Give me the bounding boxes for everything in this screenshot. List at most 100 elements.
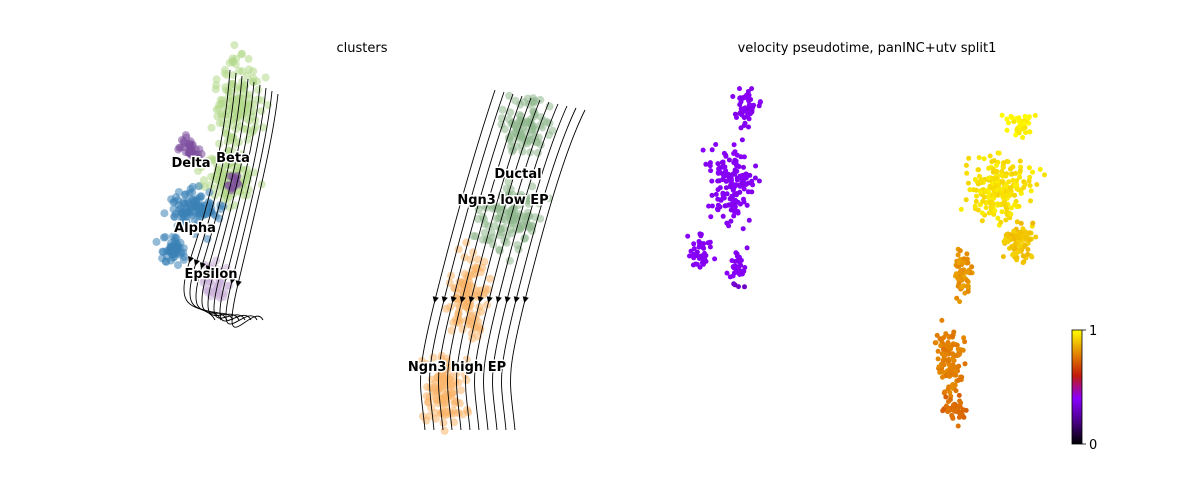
pseudotime-point <box>708 214 714 220</box>
pseudotime-point <box>733 198 739 203</box>
pseudotime-point <box>1011 119 1017 125</box>
streamline <box>465 99 541 431</box>
cluster-point <box>471 263 480 272</box>
pseudotime-point <box>1017 168 1023 174</box>
pseudotime-point <box>732 191 738 197</box>
cluster-point <box>240 82 249 91</box>
pseudotime-point <box>709 203 715 209</box>
cluster-label-delta: Delta <box>171 156 210 171</box>
pseudotime-point <box>1018 164 1024 170</box>
pseudotime-point <box>735 209 741 214</box>
pseudotime-point <box>1011 236 1017 242</box>
streamline <box>195 75 243 321</box>
pseudotime-point <box>1020 233 1025 239</box>
pseudotime-point <box>956 264 962 269</box>
pseudotime-point <box>987 183 993 189</box>
pseudotime-point <box>715 196 721 202</box>
cluster-point <box>200 176 208 185</box>
pseudotime-point <box>954 295 960 301</box>
cluster-point <box>215 139 224 148</box>
pseudotime-point <box>976 167 981 173</box>
pseudotime-point <box>1010 177 1016 183</box>
cluster-point <box>176 203 185 212</box>
streamline <box>501 107 577 431</box>
pseudotime-point <box>691 241 697 247</box>
cluster-point <box>169 198 178 207</box>
pseudotime-point <box>1042 172 1047 178</box>
cluster-point <box>185 149 194 158</box>
streamline <box>447 95 523 431</box>
pseudotime-point <box>724 191 730 197</box>
pseudotime-point <box>723 172 729 178</box>
pseudotime-point <box>1030 169 1035 175</box>
pseudotime-point <box>964 251 970 257</box>
pseudotime-point <box>990 169 996 175</box>
pseudotime-point <box>934 332 940 338</box>
pseudotime-point <box>999 112 1005 118</box>
cluster-point <box>450 409 459 418</box>
pseudotime-point <box>734 251 740 257</box>
pseudotime-point <box>974 193 979 199</box>
pseudotime-point <box>1020 253 1026 259</box>
cluster-point <box>212 256 221 265</box>
pseudotime-point <box>728 218 734 224</box>
pseudotime-point <box>727 274 733 280</box>
clusters-scatter-points <box>152 41 557 435</box>
cluster-point <box>174 261 182 270</box>
pseudotime-point <box>731 142 737 148</box>
cluster-point <box>440 426 449 435</box>
pseudotime-point <box>963 162 969 168</box>
pseudotime-point <box>960 347 966 353</box>
pseudotime-point <box>950 356 956 362</box>
cluster-point <box>233 118 242 127</box>
pseudotime-point <box>1015 233 1020 238</box>
pseudotime-point <box>731 151 737 156</box>
cluster-label-alpha: Alpha <box>174 221 216 236</box>
cluster-point <box>159 233 168 242</box>
cluster-point <box>249 77 257 86</box>
pseudotime-point <box>740 226 746 232</box>
pseudotime-point <box>996 150 1002 156</box>
pseudotime-point <box>746 180 752 186</box>
pseudotime-point <box>709 192 715 198</box>
pseudotime-point <box>943 351 949 357</box>
pseudotime-point <box>732 157 738 163</box>
pseudotime-point <box>757 99 763 105</box>
pseudotime-point <box>715 202 721 208</box>
cluster-point <box>447 380 456 389</box>
cluster-point <box>536 95 545 104</box>
cluster-point <box>160 209 169 218</box>
pseudotime-point <box>1000 254 1006 260</box>
pseudotime-point <box>751 102 757 108</box>
pseudotime-point <box>1004 210 1010 216</box>
cluster-point <box>439 374 448 383</box>
pseudotime-point <box>972 203 978 209</box>
pseudotime-point <box>1016 130 1022 136</box>
pseudotime-point <box>950 385 955 390</box>
cluster-point <box>232 107 241 115</box>
pseudotime-point <box>687 253 692 259</box>
pseudotime-point <box>961 414 967 420</box>
pseudotime-point <box>741 164 746 170</box>
clusters-panel: clusters Delta Beta Alpha Epsilon Ductal… <box>152 41 586 435</box>
pseudotime-point <box>1017 174 1023 180</box>
pseudotime-point <box>945 371 951 377</box>
pseudotime-point <box>951 372 957 378</box>
pseudotime-point <box>726 157 732 163</box>
cluster-point <box>487 228 496 237</box>
pseudotime-point <box>1037 166 1043 172</box>
cluster-point <box>206 206 215 215</box>
pseudotime-point <box>1008 185 1013 191</box>
pseudotime-point <box>937 369 943 375</box>
cluster-point <box>486 274 495 283</box>
pseudotime-point <box>935 348 941 354</box>
cluster-point <box>188 196 197 204</box>
cluster-point <box>480 228 489 237</box>
pseudotime-point <box>950 351 956 357</box>
pseudotime-point <box>954 364 960 370</box>
pseudotime-point <box>956 260 962 266</box>
cluster-point <box>223 195 232 204</box>
pseudotime-point <box>732 204 738 210</box>
pseudotime-point <box>1011 228 1017 234</box>
pseudotime-point <box>943 394 949 400</box>
